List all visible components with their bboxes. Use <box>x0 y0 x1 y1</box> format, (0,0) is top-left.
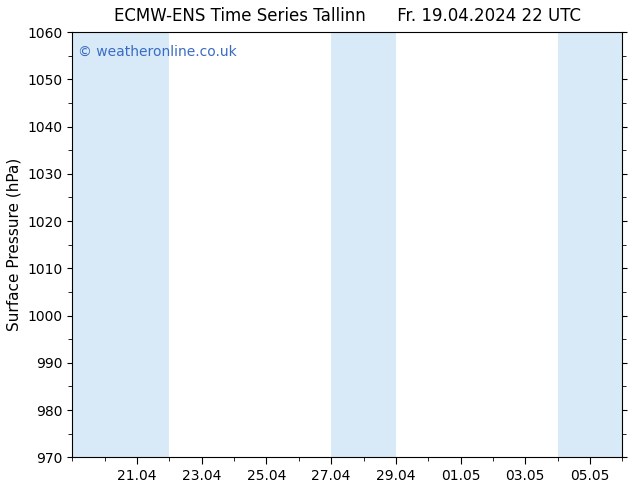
Title: ECMW-ENS Time Series Tallinn      Fr. 19.04.2024 22 UTC: ECMW-ENS Time Series Tallinn Fr. 19.04.2… <box>114 7 581 25</box>
Bar <box>331 32 396 457</box>
Y-axis label: Surface Pressure (hPa): Surface Pressure (hPa) <box>7 158 22 331</box>
Bar <box>72 32 169 457</box>
Text: © weatheronline.co.uk: © weatheronline.co.uk <box>78 45 236 59</box>
Bar <box>557 32 622 457</box>
